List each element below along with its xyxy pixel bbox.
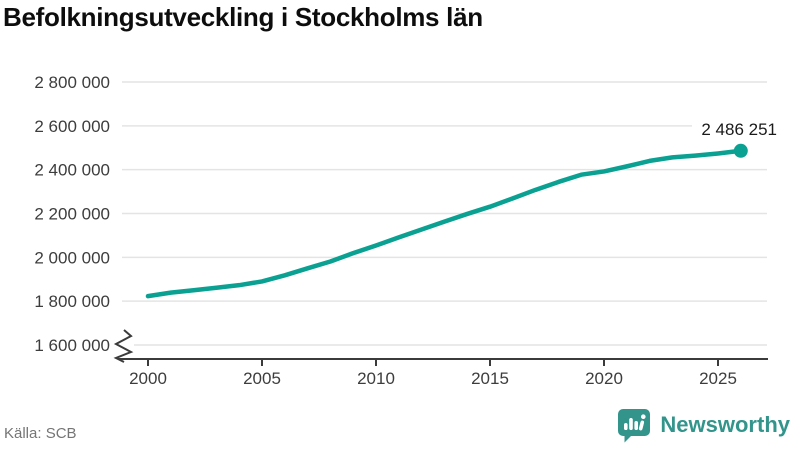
y-tick-label: 2 600 000 bbox=[34, 117, 110, 136]
y-axis-break-icon bbox=[113, 329, 134, 363]
chart-title: Befolkningsutveckling i Stockholms län bbox=[3, 2, 483, 32]
brand-name: Newsworthy bbox=[660, 412, 790, 437]
x-tick-label: 2020 bbox=[585, 369, 623, 388]
y-tick-label: 1 600 000 bbox=[34, 336, 110, 355]
y-tick-label: 2 000 000 bbox=[34, 248, 110, 267]
x-tick-label: 2010 bbox=[357, 369, 395, 388]
end-point-marker bbox=[733, 143, 748, 158]
newsworthy-bubble-chart-icon bbox=[618, 409, 651, 443]
y-tick-label: 1 800 000 bbox=[34, 292, 110, 311]
source-note: Källa: SCB bbox=[4, 425, 77, 442]
x-tick-label: 2025 bbox=[699, 369, 737, 388]
newsworthy-logo[interactable]: Newsworthy bbox=[616, 407, 790, 443]
x-tick-label: 2000 bbox=[129, 369, 167, 388]
population-series-line bbox=[145, 148, 744, 299]
y-tick-label: 2 200 000 bbox=[34, 205, 110, 224]
end-point-value-label: 2 486 251 bbox=[701, 120, 777, 139]
y-tick-label: 2 800 000 bbox=[34, 73, 110, 92]
x-tick-label: 2005 bbox=[243, 369, 281, 388]
x-tick-label: 2015 bbox=[471, 369, 509, 388]
y-tick-label: 2 400 000 bbox=[34, 161, 110, 180]
end-label-mask bbox=[692, 117, 784, 141]
